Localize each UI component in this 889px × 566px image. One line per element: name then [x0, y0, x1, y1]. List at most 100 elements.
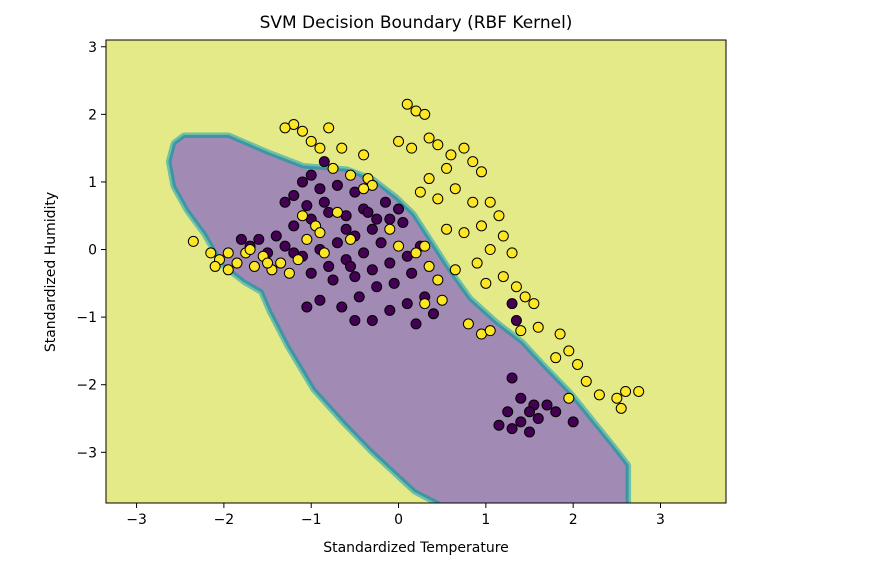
point-class-1	[305, 135, 317, 147]
y-tick-label: 1	[88, 175, 97, 191]
point-class-0	[358, 247, 370, 259]
point-class-1	[432, 274, 444, 286]
point-class-1	[432, 193, 444, 205]
point-class-1	[336, 142, 348, 154]
point-class-0	[345, 260, 357, 272]
point-class-1	[554, 328, 566, 340]
point-class-1	[283, 267, 295, 279]
point-class-0	[366, 264, 378, 276]
point-class-0	[406, 267, 418, 279]
point-class-1	[572, 358, 584, 370]
point-class-1	[515, 325, 527, 337]
point-class-1	[419, 298, 431, 310]
point-class-1	[593, 389, 605, 401]
point-class-1	[441, 162, 453, 174]
point-class-1	[423, 260, 435, 272]
point-class-1	[550, 352, 562, 364]
point-class-0	[296, 176, 308, 188]
point-class-0	[410, 318, 422, 330]
point-class-1	[458, 227, 470, 239]
point-class-0	[510, 315, 522, 327]
point-class-0	[493, 419, 505, 431]
point-class-1	[318, 247, 330, 259]
point-class-0	[331, 237, 343, 249]
point-class-1	[436, 294, 448, 306]
point-class-0	[340, 223, 352, 235]
point-class-1	[497, 271, 509, 283]
point-class-1	[611, 392, 623, 404]
point-class-0	[253, 233, 265, 245]
point-class-0	[371, 281, 383, 293]
point-class-1	[323, 122, 335, 134]
point-class-0	[502, 406, 514, 418]
point-class-0	[288, 220, 300, 232]
point-class-1	[563, 345, 575, 357]
point-class-1	[248, 260, 260, 272]
point-class-0	[515, 392, 527, 404]
point-class-0	[506, 372, 518, 384]
point-class-1	[462, 318, 474, 330]
point-class-0	[327, 274, 339, 286]
point-class-1	[419, 240, 431, 252]
point-class-0	[349, 315, 361, 327]
point-class-1	[467, 196, 479, 208]
point-class-1	[231, 257, 243, 269]
point-class-1	[449, 183, 461, 195]
point-class-0	[305, 267, 317, 279]
point-class-1	[296, 210, 308, 222]
x-tick-label: −2	[214, 512, 235, 528]
point-class-1	[279, 122, 291, 134]
y-tick-label: 2	[88, 107, 97, 123]
y-tick-label: −3	[76, 445, 97, 461]
point-class-0	[270, 230, 282, 242]
point-class-1	[497, 230, 509, 242]
point-class-1	[314, 227, 326, 239]
point-class-1	[314, 142, 326, 154]
point-class-1	[301, 233, 313, 245]
chart-title: SVM Decision Boundary (RBF Kernel)	[260, 13, 573, 33]
point-class-0	[541, 399, 553, 411]
point-class-0	[366, 223, 378, 235]
point-class-1	[620, 385, 632, 397]
point-class-0	[379, 196, 391, 208]
x-tick-label: 1	[481, 512, 490, 528]
point-class-0	[506, 298, 518, 310]
point-class-0	[393, 203, 405, 215]
x-tick-label: −3	[126, 512, 147, 528]
point-class-1	[423, 132, 435, 144]
point-class-1	[484, 244, 496, 256]
point-class-1	[410, 247, 422, 259]
point-class-1	[393, 135, 405, 147]
y-tick-label: 3	[88, 40, 97, 56]
point-class-0	[371, 213, 383, 225]
point-class-0	[353, 291, 365, 303]
point-class-1	[275, 257, 287, 269]
axes-frame	[105, 39, 727, 504]
point-class-1	[506, 247, 518, 259]
point-class-0	[524, 406, 536, 418]
point-class-0	[366, 315, 378, 327]
point-class-1	[393, 240, 405, 252]
point-class-0	[279, 196, 291, 208]
point-class-1	[358, 183, 370, 195]
point-class-0	[349, 271, 361, 283]
point-class-0	[235, 233, 247, 245]
point-class-1	[414, 186, 426, 198]
point-class-1	[327, 162, 339, 174]
point-class-1	[358, 149, 370, 161]
point-class-0	[301, 200, 313, 212]
point-class-1	[615, 402, 627, 414]
y-axis-ticks: −3 −2 −1 0 1 2 3	[76, 40, 106, 461]
point-class-0	[314, 183, 326, 195]
point-class-1	[292, 254, 304, 266]
point-class-0	[388, 277, 400, 289]
point-class-0	[336, 301, 348, 313]
x-axis-label: Standardized Temperature	[323, 540, 509, 556]
point-class-0	[318, 156, 330, 168]
point-class-0	[397, 216, 409, 228]
point-class-1	[244, 244, 256, 256]
point-class-1	[441, 223, 453, 235]
point-class-0	[279, 240, 291, 252]
y-tick-label: −1	[76, 310, 97, 326]
point-class-1	[445, 149, 457, 161]
